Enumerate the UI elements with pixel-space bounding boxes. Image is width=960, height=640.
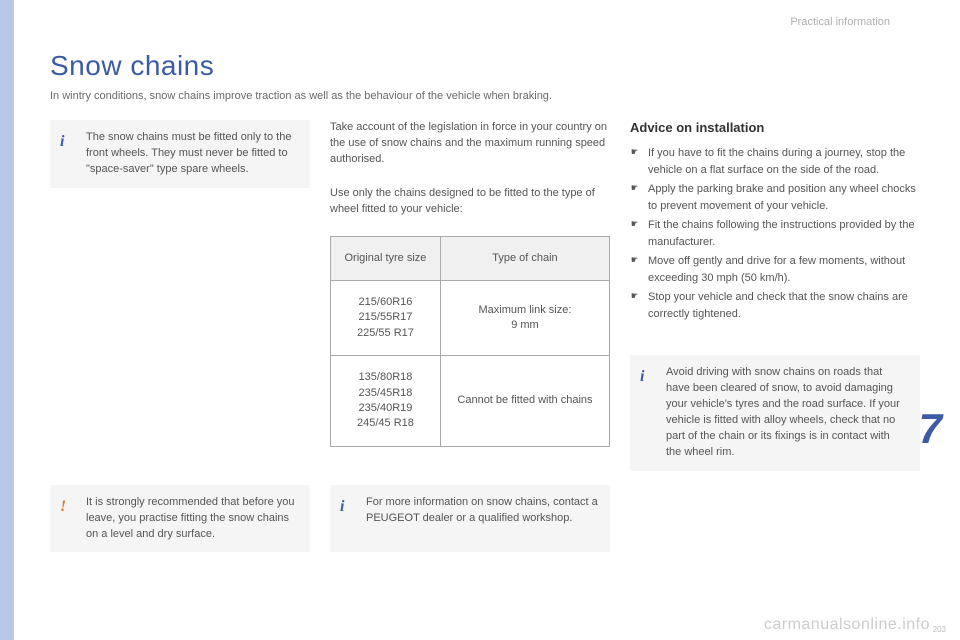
callout-text: The snow chains must be fitted only to t… xyxy=(86,131,291,175)
manual-page: Practical information 7 Snow chains In w… xyxy=(0,0,960,640)
callout-text: For more information on snow chains, con… xyxy=(366,496,598,524)
callout-text: Avoid driving with snow chains on roads … xyxy=(666,366,900,458)
advice-item: Move off gently and drive for a few mome… xyxy=(630,253,920,286)
header-tyre-size: Original tyre size xyxy=(331,236,441,280)
advice-item: If you have to fit the chains during a j… xyxy=(630,145,920,178)
advice-item: Stop your vehicle and check that the sno… xyxy=(630,289,920,322)
info-callout-front-wheels: i The snow chains must be fitted only to… xyxy=(50,120,310,188)
breadcrumb: Practical information xyxy=(790,16,890,28)
page-number: 203 xyxy=(933,625,946,634)
cell-tyre-sizes: 215/60R16215/55R17225/55 R17 xyxy=(331,281,441,356)
legislation-text: Take account of the legislation in force… xyxy=(330,120,610,168)
header-chain-type: Type of chain xyxy=(440,236,609,280)
warning-icon: ! xyxy=(60,495,66,518)
section-number: 7 xyxy=(919,405,942,453)
cell-tyre-sizes: 135/80R18235/45R18235/40R19245/45 R18 xyxy=(331,356,441,447)
info-icon: i xyxy=(60,130,64,153)
info-icon: i xyxy=(640,365,644,388)
tyre-chain-table: Original tyre size Type of chain 215/60R… xyxy=(330,236,610,447)
content-columns: i The snow chains must be fitted only to… xyxy=(50,120,920,471)
advice-list: If you have to fit the chains during a j… xyxy=(630,145,920,322)
info-callout-avoid-cleared-roads: i Avoid driving with snow chains on road… xyxy=(630,355,920,471)
chains-fit-text: Use only the chains designed to be fitte… xyxy=(330,186,610,218)
cell-chain-type: Cannot be fitted with chains xyxy=(440,356,609,447)
cell-chain-type: Maximum link size:9 mm xyxy=(440,281,609,356)
advice-heading: Advice on installation xyxy=(630,120,920,135)
info-icon: i xyxy=(340,495,344,518)
page-title: Snow chains xyxy=(50,50,920,82)
table-header-row: Original tyre size Type of chain xyxy=(331,236,610,280)
bottom-callouts: ! It is strongly recommended that before… xyxy=(50,485,920,553)
advice-item: Fit the chains following the instruction… xyxy=(630,217,920,250)
column-left: i The snow chains must be fitted only to… xyxy=(50,120,310,471)
intro-text: In wintry conditions, snow chains improv… xyxy=(50,90,920,102)
table-row: 135/80R18235/45R18235/40R19245/45 R18Can… xyxy=(331,356,610,447)
column-middle: Take account of the legislation in force… xyxy=(330,120,610,471)
table-row: 215/60R16215/55R17225/55 R17Maximum link… xyxy=(331,281,610,356)
advice-item: Apply the parking brake and position any… xyxy=(630,181,920,214)
column-right: Advice on installation If you have to fi… xyxy=(630,120,920,471)
advice-block: Advice on installation If you have to fi… xyxy=(630,120,920,325)
watermark: carmanualsonline.info xyxy=(764,616,930,634)
info-callout-dealer: i For more information on snow chains, c… xyxy=(330,485,610,553)
callout-text: It is strongly recommended that before y… xyxy=(86,496,295,540)
warn-callout-practise: ! It is strongly recommended that before… xyxy=(50,485,310,553)
side-tab xyxy=(0,0,14,640)
